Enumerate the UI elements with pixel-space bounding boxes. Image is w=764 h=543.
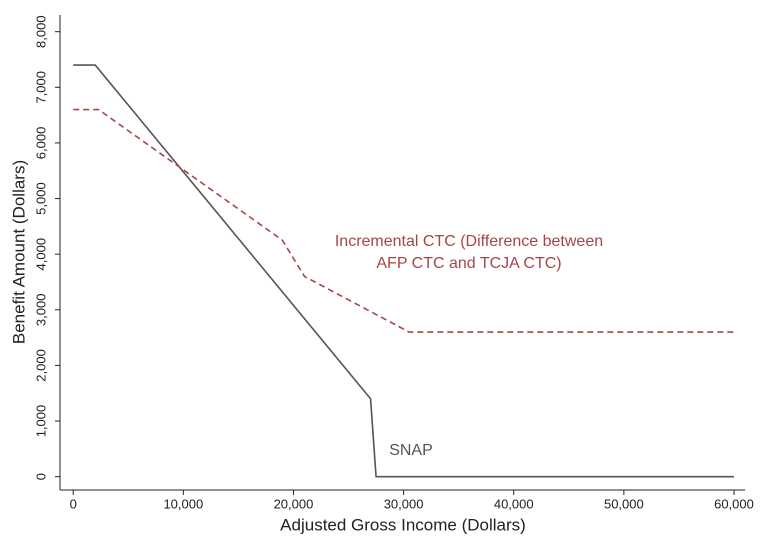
y-tick-label: 4,000	[33, 238, 48, 271]
x-tick-label: 50,000	[604, 496, 644, 511]
annotation: AFP CTC and TCJA CTC)	[376, 255, 561, 272]
y-tick-label: 8,000	[33, 15, 48, 48]
annotation: SNAP	[389, 442, 433, 459]
x-tick-label: 40,000	[494, 496, 534, 511]
y-tick-label: 0	[33, 473, 48, 480]
x-tick-label: 10,000	[163, 496, 203, 511]
y-tick-label: 2,000	[33, 349, 48, 382]
y-tick-label: 6,000	[33, 127, 48, 160]
x-tick-label: 60,000	[714, 496, 754, 511]
y-axis-label: Benefit Amount (Dollars)	[9, 160, 28, 344]
x-tick-label: 0	[70, 496, 77, 511]
annotation: Incremental CTC (Difference between	[335, 233, 603, 250]
y-tick-label: 3,000	[33, 294, 48, 327]
y-tick-label: 1,000	[33, 405, 48, 438]
y-tick-label: 7,000	[33, 71, 48, 104]
y-tick-label: 5,000	[33, 182, 48, 215]
x-tick-label: 30,000	[384, 496, 424, 511]
line	[73, 64, 734, 478]
line	[73, 108, 734, 333]
x-tick-label: 20,000	[274, 496, 314, 511]
x-axis-label: Adjusted Gross Income (Dollars)	[280, 515, 526, 534]
